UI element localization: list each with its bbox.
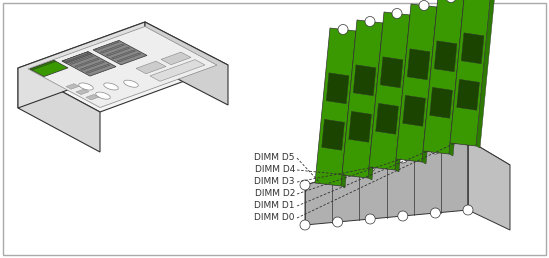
Polygon shape xyxy=(423,0,464,154)
Polygon shape xyxy=(450,0,491,146)
Circle shape xyxy=(365,17,375,27)
Polygon shape xyxy=(81,61,104,70)
Polygon shape xyxy=(305,140,510,210)
Polygon shape xyxy=(62,52,116,76)
Text: DIMM D1: DIMM D1 xyxy=(255,201,295,211)
Polygon shape xyxy=(407,49,430,80)
Polygon shape xyxy=(30,60,56,70)
Polygon shape xyxy=(86,64,110,73)
Polygon shape xyxy=(96,92,110,99)
Polygon shape xyxy=(18,22,228,112)
Polygon shape xyxy=(136,61,166,74)
Text: DIMM D5: DIMM D5 xyxy=(255,154,295,163)
Polygon shape xyxy=(461,33,484,64)
Polygon shape xyxy=(100,44,125,53)
Polygon shape xyxy=(145,22,228,105)
Circle shape xyxy=(365,214,375,224)
Polygon shape xyxy=(376,103,399,134)
Polygon shape xyxy=(326,73,349,104)
Polygon shape xyxy=(434,41,457,72)
Polygon shape xyxy=(349,111,372,142)
Text: DIMM D2: DIMM D2 xyxy=(255,189,295,198)
Circle shape xyxy=(392,9,402,19)
Polygon shape xyxy=(468,140,510,230)
Polygon shape xyxy=(30,60,68,77)
Polygon shape xyxy=(395,15,414,172)
Circle shape xyxy=(333,171,343,181)
Polygon shape xyxy=(403,95,425,126)
Circle shape xyxy=(300,180,310,190)
Polygon shape xyxy=(380,57,403,88)
Circle shape xyxy=(398,211,408,221)
Polygon shape xyxy=(70,55,93,64)
Polygon shape xyxy=(422,7,441,164)
Polygon shape xyxy=(322,119,344,150)
Circle shape xyxy=(430,144,440,154)
Polygon shape xyxy=(79,83,93,90)
Polygon shape xyxy=(106,47,130,56)
Circle shape xyxy=(446,0,456,3)
Text: DIMM D0: DIMM D0 xyxy=(255,214,295,222)
Polygon shape xyxy=(430,87,452,118)
Polygon shape xyxy=(64,52,88,61)
Polygon shape xyxy=(93,41,147,65)
Circle shape xyxy=(419,1,429,11)
Polygon shape xyxy=(449,0,468,156)
FancyBboxPatch shape xyxy=(3,3,546,255)
Polygon shape xyxy=(28,27,217,108)
Polygon shape xyxy=(305,140,468,225)
Polygon shape xyxy=(476,0,495,148)
Circle shape xyxy=(463,205,473,215)
Polygon shape xyxy=(341,31,360,188)
Circle shape xyxy=(398,153,408,163)
Circle shape xyxy=(333,217,343,227)
Polygon shape xyxy=(86,94,99,100)
Polygon shape xyxy=(342,20,383,178)
Polygon shape xyxy=(18,68,100,152)
Polygon shape xyxy=(117,53,141,62)
Polygon shape xyxy=(62,52,92,63)
Circle shape xyxy=(430,208,440,218)
Polygon shape xyxy=(353,65,376,96)
Circle shape xyxy=(365,162,375,172)
Polygon shape xyxy=(111,50,136,59)
Text: DIMM D4: DIMM D4 xyxy=(255,165,295,174)
Polygon shape xyxy=(315,28,356,186)
Polygon shape xyxy=(76,89,89,95)
Polygon shape xyxy=(457,79,479,110)
Text: DIMM D3: DIMM D3 xyxy=(255,178,295,187)
Polygon shape xyxy=(124,80,138,87)
Polygon shape xyxy=(104,83,119,90)
Polygon shape xyxy=(75,58,99,67)
Polygon shape xyxy=(368,23,387,180)
Polygon shape xyxy=(369,12,410,170)
Polygon shape xyxy=(396,4,437,162)
Polygon shape xyxy=(161,52,191,65)
Polygon shape xyxy=(95,41,119,50)
Circle shape xyxy=(338,25,348,35)
Polygon shape xyxy=(150,60,205,81)
Circle shape xyxy=(463,135,473,145)
Polygon shape xyxy=(66,84,79,89)
Circle shape xyxy=(300,220,310,230)
Polygon shape xyxy=(18,22,145,108)
